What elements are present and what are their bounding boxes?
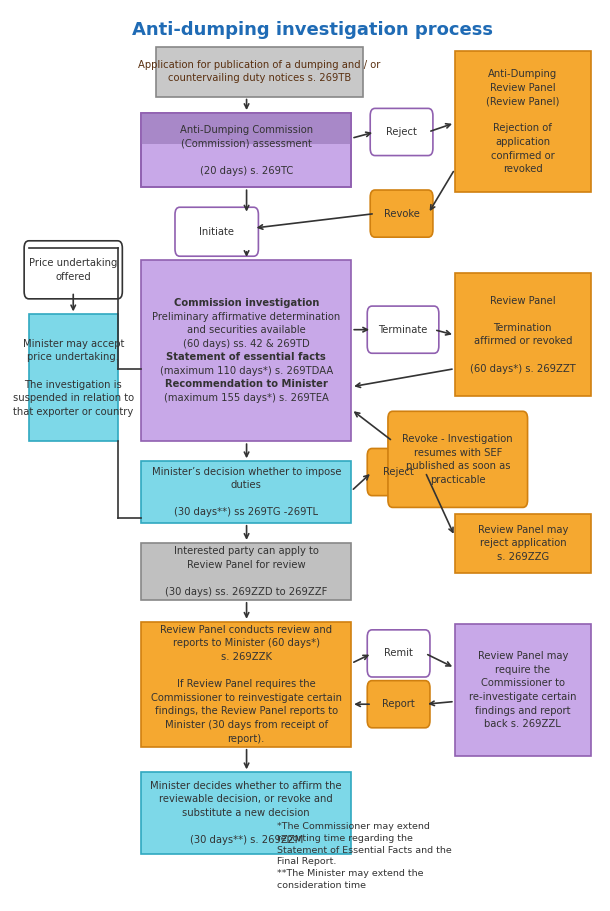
Text: Price undertaking
offered: Price undertaking offered	[29, 258, 118, 281]
Text: Review Panel

Termination
affirmed or revoked

(60 days*) s. 269ZZT: Review Panel Termination affirmed or rev…	[470, 296, 576, 374]
FancyBboxPatch shape	[455, 624, 591, 756]
Text: Terminate: Terminate	[378, 324, 428, 334]
Text: Reject: Reject	[386, 127, 417, 137]
FancyBboxPatch shape	[142, 113, 351, 188]
FancyBboxPatch shape	[367, 630, 430, 677]
Text: Review Panel may
reject application
s. 269ZZG: Review Panel may reject application s. 2…	[478, 525, 568, 562]
Text: Report: Report	[382, 700, 415, 709]
Text: Initiate: Initiate	[199, 227, 234, 237]
Text: (60 days) ss. 42 & 269TD: (60 days) ss. 42 & 269TD	[183, 339, 310, 349]
Text: Revoke: Revoke	[384, 209, 420, 219]
Text: (maximum 110 days*) s. 269TDAA: (maximum 110 days*) s. 269TDAA	[160, 365, 333, 375]
Text: Application for publication of a dumping and / or
countervailing duty notices s.: Application for publication of a dumping…	[138, 60, 381, 84]
FancyBboxPatch shape	[175, 207, 259, 256]
Text: Statement of essential facts: Statement of essential facts	[167, 353, 326, 363]
Text: Preliminary affirmative determination: Preliminary affirmative determination	[152, 312, 340, 322]
Text: and securities available: and securities available	[187, 325, 306, 335]
FancyBboxPatch shape	[455, 514, 591, 573]
FancyBboxPatch shape	[370, 108, 433, 156]
Text: Anti-Dumping Commission
(Commission) assessment

(20 days) s. 269TC: Anti-Dumping Commission (Commission) ass…	[180, 125, 313, 176]
FancyBboxPatch shape	[29, 314, 118, 441]
Text: Minister may accept
price undertaking.

The investigation is
suspended in relati: Minister may accept price undertaking. T…	[13, 339, 134, 416]
Text: Review Panel conducts review and
reports to Minister (60 days*)
s. 269ZZK

If Re: Review Panel conducts review and reports…	[151, 625, 342, 743]
FancyBboxPatch shape	[388, 411, 528, 507]
Text: Anti-dumping investigation process: Anti-dumping investigation process	[132, 21, 493, 39]
FancyBboxPatch shape	[367, 306, 439, 353]
FancyBboxPatch shape	[367, 448, 430, 496]
FancyBboxPatch shape	[142, 773, 351, 854]
Text: Reject: Reject	[383, 467, 414, 477]
Text: Anti-Dumping
Review Panel
(Review Panel)

Rejection of
application
confirmed or
: Anti-Dumping Review Panel (Review Panel)…	[486, 69, 559, 174]
FancyBboxPatch shape	[156, 46, 363, 97]
Text: Minister’s decision whether to impose
duties

(30 days**) ss 269TG -269TL: Minister’s decision whether to impose du…	[151, 466, 341, 517]
FancyBboxPatch shape	[142, 543, 351, 600]
FancyBboxPatch shape	[455, 51, 591, 192]
Text: Commission investigation: Commission investigation	[174, 299, 319, 309]
Text: Interested party can apply to
Review Panel for review

(30 days) ss. 269ZZD to 2: Interested party can apply to Review Pan…	[165, 546, 328, 597]
FancyBboxPatch shape	[370, 190, 433, 237]
Text: Minister decides whether to affirm the
reviewable decision, or revoke and
substi: Minister decides whether to affirm the r…	[151, 781, 342, 845]
FancyBboxPatch shape	[142, 461, 351, 523]
FancyBboxPatch shape	[455, 273, 591, 396]
FancyBboxPatch shape	[142, 113, 351, 144]
Text: Review Panel may
require the
Commissioner to
re-investigate certain
findings and: Review Panel may require the Commissione…	[469, 651, 576, 729]
Text: Remit: Remit	[384, 649, 413, 659]
Text: Revoke - Investigation
resumes with SEF
published as soon as
practicable: Revoke - Investigation resumes with SEF …	[403, 434, 513, 485]
Text: (maximum 155 days*) s. 269TEA: (maximum 155 days*) s. 269TEA	[164, 393, 329, 403]
FancyBboxPatch shape	[367, 681, 430, 728]
Text: *The Commissioner may extend
reporting time regarding the
Statement of Essential: *The Commissioner may extend reporting t…	[278, 822, 452, 890]
FancyBboxPatch shape	[24, 241, 123, 299]
Text: Recommendation to Minister: Recommendation to Minister	[165, 379, 328, 389]
FancyBboxPatch shape	[142, 260, 351, 441]
FancyBboxPatch shape	[142, 621, 351, 747]
